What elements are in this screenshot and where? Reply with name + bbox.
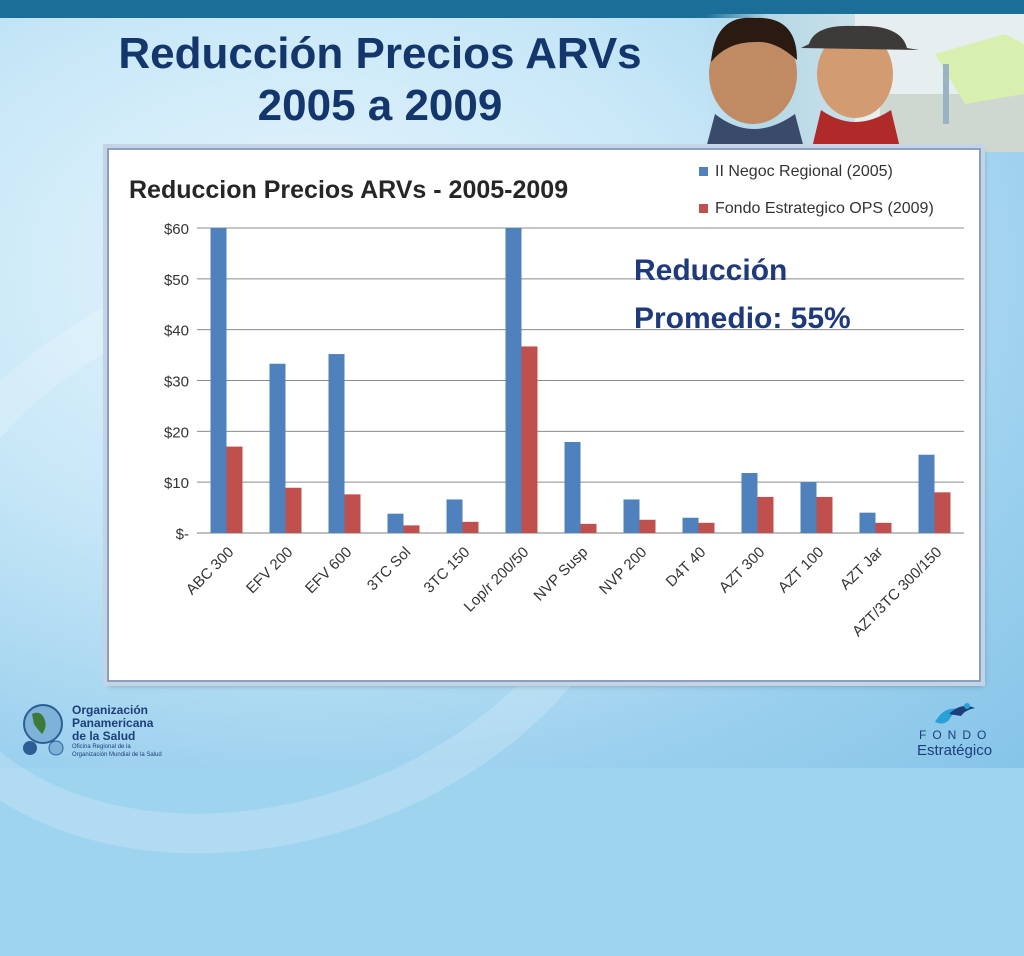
ops-sub2: Organización Mundial de la Salud	[72, 752, 162, 758]
bar-2009	[580, 523, 597, 533]
legend-label: II Negoc Regional (2005)	[715, 163, 893, 180]
bar-2005	[800, 482, 817, 533]
bar-2005	[564, 442, 581, 533]
fondo-line1: FONDO	[919, 728, 993, 742]
bar-2005	[623, 499, 640, 533]
children-photo	[705, 14, 1024, 152]
x-tick-label: AZT 300	[716, 544, 769, 597]
x-tick-label: EFV 200	[243, 544, 296, 597]
slide-title-line2: 2005 a 2009	[257, 81, 503, 130]
fondo-estrategico-logo: FONDO Estratégico	[905, 700, 1005, 762]
top-bar	[0, 0, 1024, 18]
y-tick-label: $20	[164, 424, 189, 441]
x-tick-label: AZT 100	[775, 544, 828, 597]
chart-frame: Reduccion Precios ARVs - 2005-2009 $- $10…	[107, 148, 981, 682]
y-tick-label: $60	[164, 221, 189, 238]
bar-2009	[403, 525, 420, 533]
x-tick-label: 3TC Sol	[364, 544, 414, 594]
bar-2005	[387, 513, 404, 533]
ops-logo: Organización Panamericana de la Salud Of…	[18, 702, 218, 762]
x-tick-label: D4T 40	[663, 544, 710, 591]
bar-2005	[210, 228, 227, 533]
bar-2005	[328, 354, 345, 533]
bar-2005	[918, 454, 935, 533]
bar-2009	[698, 522, 715, 533]
ops-name: Organización Panamericana de la Salud	[72, 704, 153, 743]
y-tick-label: $30	[164, 374, 189, 391]
annotation-line2: Promedio: 55%	[634, 302, 851, 335]
legend-label: Fondo Estrategico OPS (2009)	[715, 200, 934, 217]
bar-2005	[682, 517, 699, 533]
bar-2009	[285, 487, 302, 533]
y-tick-label: $40	[164, 323, 189, 340]
ops-line3: de la Salud	[72, 729, 136, 743]
ops-line2: Panamericana	[72, 716, 154, 730]
bar-2005	[269, 363, 286, 533]
slide-title: Reducción Precios ARVs 2005 a 2009	[60, 28, 700, 132]
bar-chart: Reduccion Precios ARVs - 2005-2009 $- $10…	[129, 163, 964, 640]
children-photo-illustration	[705, 14, 1024, 152]
ops-line1: Organización	[72, 703, 149, 717]
x-tick-label: EFV 600	[302, 544, 355, 597]
bar-2005	[505, 228, 522, 533]
x-tick-label: NVP Susp	[531, 544, 592, 605]
y-tick-label: $10	[164, 475, 189, 492]
slide-title-line1: Reducción Precios ARVs	[118, 29, 642, 78]
chart-title: Reduccion Precios ARVs - 2005-2009	[129, 176, 568, 204]
globe-icon	[23, 704, 64, 756]
x-tick-label: ABC 300	[183, 544, 237, 598]
bar-2005	[741, 473, 758, 533]
bar-2009	[934, 492, 951, 533]
annotation-line1: Reducción	[634, 254, 787, 287]
y-tick-label: $-	[176, 526, 189, 543]
bar-2009	[344, 494, 361, 533]
bar-2009	[816, 496, 833, 533]
bar-2009	[462, 521, 479, 533]
x-tick-label: NVP 200	[596, 544, 650, 598]
x-tick-label: AZT Jar	[837, 544, 887, 594]
legend-swatch	[699, 167, 708, 176]
bar-2009	[757, 496, 774, 533]
bar-2009	[639, 519, 656, 533]
bar-2009	[875, 522, 892, 533]
bar-2009	[226, 446, 243, 533]
fondo-swirl-icon	[935, 703, 975, 724]
bar-2009	[521, 346, 538, 533]
legend-swatch	[699, 204, 708, 213]
fondo-line2: Estratégico	[917, 742, 993, 759]
ops-sub1: Oficina Regional de la	[72, 744, 131, 750]
bar-2005	[446, 499, 463, 533]
ops-subtitle: Oficina Regional de la Organización Mund…	[72, 743, 162, 759]
y-tick-label: $50	[164, 272, 189, 289]
bar-2005	[859, 512, 876, 533]
x-tick-label: 3TC 150	[421, 544, 474, 597]
